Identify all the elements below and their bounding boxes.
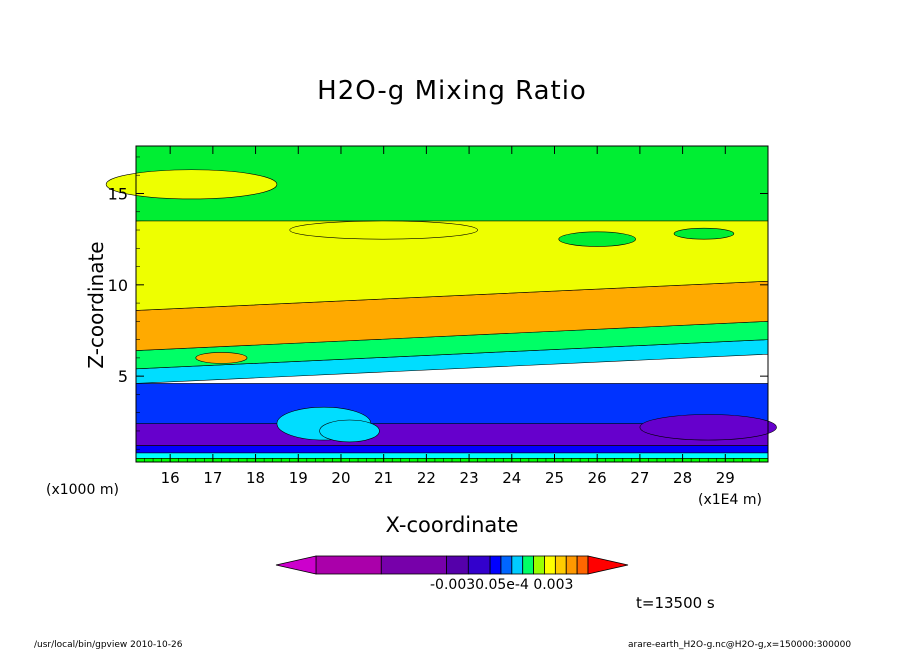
colorbar-segment-4 [489, 555, 502, 575]
colorbar-low-arrow [275, 555, 317, 575]
x-tick-label-20: 20 [331, 469, 350, 487]
colorbar [275, 555, 629, 575]
colorbar-segment-6 [511, 555, 524, 575]
contour-island-2 [639, 414, 777, 441]
x-tick-label-28: 28 [673, 469, 692, 487]
x-axis-label: X-coordinate [385, 513, 519, 537]
contour-island-3 [195, 352, 248, 364]
colorbar-segment-9 [544, 555, 556, 575]
x-tick-label-29: 29 [716, 469, 735, 487]
colorbar-segment-2 [446, 555, 469, 575]
x-tick-label-22: 22 [417, 469, 436, 487]
chart-title: H2O-g Mixing Ratio [317, 76, 587, 106]
y-axis-ticks: 5 10 15 [108, 156, 768, 450]
x-scale-label: (x1E4 m) [698, 492, 762, 508]
contour-island-1 [319, 419, 380, 443]
contour-island-4 [558, 231, 636, 247]
contour-island-6 [289, 220, 478, 240]
x-tick-label-27: 27 [630, 469, 649, 487]
time-label: t=13500 s [636, 594, 715, 612]
x-tick-label-19: 19 [289, 469, 308, 487]
colorbar-segment-1 [380, 555, 447, 575]
footer-source: arare-earth_H2O-g.nc@H2O-g,x=150000:3000… [628, 640, 852, 650]
colorbar-segment-7 [522, 555, 534, 575]
x-unit-label: (x1000 m) [46, 482, 119, 498]
colorbar-segment-3 [467, 555, 491, 575]
y-tick-label-10: 10 [108, 276, 128, 295]
x-axis-ticks: 16 17 18 19 20 21 22 23 24 25 26 27 28 29 [135, 146, 769, 487]
colorbar-segment-12 [576, 555, 589, 575]
contour-island-5 [673, 227, 735, 240]
colorbar-high-arrow [587, 555, 629, 575]
x-tick-label-17: 17 [203, 469, 222, 487]
colorbar-tick-labels: -0.0030.05e-4 0.003 [430, 577, 574, 593]
colorbar-segment-11 [565, 555, 578, 575]
contour-band-1 [135, 452, 769, 459]
x-tick-label-24: 24 [502, 469, 521, 487]
x-tick-label-18: 18 [246, 469, 265, 487]
x-tick-label-21: 21 [374, 469, 393, 487]
contour-band-2 [135, 445, 769, 454]
x-tick-label-26: 26 [588, 469, 607, 487]
y-tick-label-15: 15 [108, 184, 128, 203]
x-tick-label-16: 16 [161, 469, 180, 487]
contour-bands [135, 145, 769, 463]
footer-command: /usr/local/bin/gpview 2010-10-26 [34, 640, 183, 650]
y-axis-label: Z-coordinate [84, 241, 108, 369]
colorbar-segment-10 [554, 555, 567, 575]
colorbar-segment-5 [500, 555, 513, 575]
y-tick-label-5: 5 [118, 367, 128, 386]
x-tick-label-25: 25 [545, 469, 564, 487]
colorbar-segment-0 [315, 555, 382, 575]
colorbar-segment-8 [533, 555, 545, 575]
contour-island-7 [105, 169, 278, 200]
contour-islands [105, 169, 777, 443]
x-tick-label-23: 23 [460, 469, 479, 487]
